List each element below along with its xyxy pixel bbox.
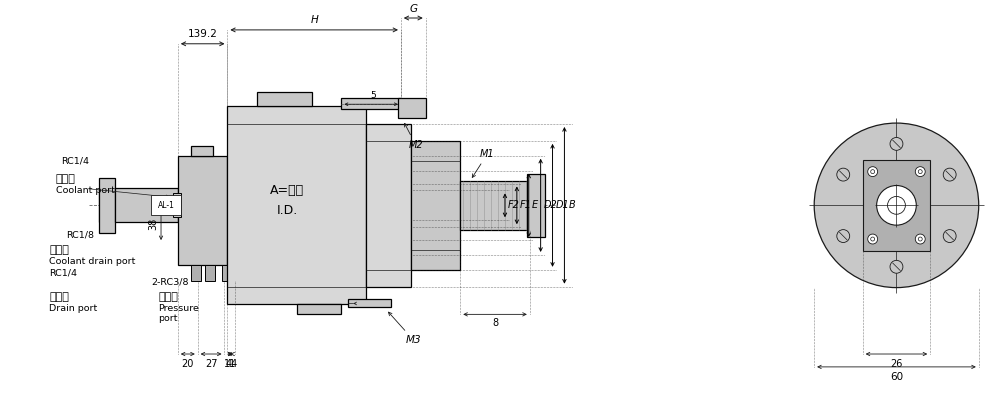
Bar [191, 265, 201, 281]
Text: 20: 20 [182, 359, 194, 369]
Text: 11: 11 [224, 359, 236, 369]
Text: 2-RC3/8: 2-RC3/8 [151, 277, 189, 286]
Circle shape [943, 230, 956, 242]
Bar [205, 265, 215, 281]
Circle shape [814, 123, 979, 288]
Text: H: H [310, 15, 318, 25]
Bar [115, 188, 178, 222]
Text: Coolant port: Coolant port [56, 186, 115, 195]
Text: Drain port: Drain port [49, 304, 97, 313]
Text: B: B [568, 200, 575, 210]
Circle shape [871, 237, 875, 241]
Text: RC1/4: RC1/4 [61, 156, 89, 165]
Text: M2: M2 [405, 123, 423, 150]
Bar [411, 141, 460, 270]
Bar [297, 304, 341, 314]
Circle shape [943, 168, 956, 181]
Text: 回水孔: 回水孔 [49, 245, 69, 255]
Circle shape [837, 168, 850, 181]
Text: 8: 8 [492, 318, 498, 328]
Text: port: port [158, 314, 178, 323]
Text: F2: F2 [508, 200, 520, 210]
Bar [460, 180, 530, 230]
Circle shape [918, 237, 922, 241]
Text: G: G [409, 4, 417, 14]
Circle shape [871, 170, 875, 174]
Text: 27: 27 [205, 359, 217, 369]
Bar [236, 265, 246, 281]
Circle shape [877, 186, 916, 225]
Circle shape [868, 167, 878, 176]
Bar [366, 124, 411, 287]
Text: 回油孔: 回油孔 [49, 292, 69, 302]
Bar [99, 178, 115, 233]
Circle shape [890, 260, 903, 273]
Text: 44: 44 [225, 359, 238, 369]
Text: 注水孔: 注水孔 [56, 174, 76, 184]
Bar [348, 300, 391, 308]
Text: A=缸径: A=缸径 [270, 184, 304, 197]
Text: E: E [532, 200, 538, 210]
Bar [257, 92, 312, 106]
Bar [151, 196, 181, 215]
Text: RC1/8: RC1/8 [66, 230, 94, 240]
Bar [173, 194, 181, 217]
Circle shape [890, 138, 903, 150]
Text: M3: M3 [388, 312, 421, 345]
Text: 26: 26 [890, 359, 903, 369]
Bar [863, 160, 930, 251]
Text: M1: M1 [472, 149, 495, 178]
Circle shape [918, 170, 922, 174]
Text: I.D.: I.D. [276, 204, 298, 217]
Text: 60: 60 [890, 372, 903, 382]
Bar [527, 174, 545, 237]
Circle shape [915, 234, 925, 244]
Bar [341, 98, 401, 109]
Text: RC1/4: RC1/4 [49, 268, 77, 277]
Circle shape [888, 196, 905, 214]
Text: D1: D1 [556, 200, 569, 210]
Bar [178, 156, 227, 265]
Bar [222, 265, 232, 281]
Text: 139.2: 139.2 [188, 29, 218, 39]
Bar [227, 106, 366, 304]
Bar [191, 146, 213, 156]
Text: D2: D2 [544, 200, 557, 210]
Circle shape [837, 230, 850, 242]
Text: AL-1: AL-1 [158, 201, 174, 210]
Text: F1: F1 [520, 200, 532, 210]
Text: 38: 38 [148, 218, 158, 230]
Circle shape [868, 234, 878, 244]
Text: 进油孔: 进油孔 [158, 292, 178, 302]
Text: 5: 5 [370, 91, 376, 100]
Circle shape [915, 167, 925, 176]
Text: Coolant drain port: Coolant drain port [49, 257, 135, 266]
Bar [398, 98, 426, 118]
Text: Pressure: Pressure [158, 304, 199, 313]
